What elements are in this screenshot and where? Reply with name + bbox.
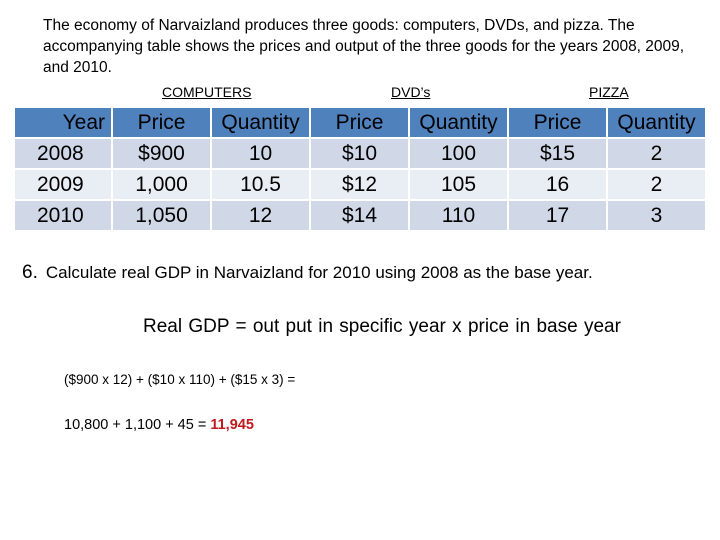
column-header-dvds-quantity: Quantity xyxy=(410,108,507,137)
table-cell: $10 xyxy=(311,139,408,168)
table-cell: 10 xyxy=(212,139,309,168)
column-header-year: Year xyxy=(15,108,111,137)
table-cell: 110 xyxy=(410,201,507,230)
table-cell: $15 xyxy=(509,139,606,168)
calculation-line-2: 10,800 + 1,100 + 45 = 11,945 xyxy=(64,417,254,433)
calculation-line-1: ($900 x 12) + ($10 x 110) + ($15 x 3) = xyxy=(64,372,296,387)
answer-value: 11,945 xyxy=(210,417,254,433)
table-cell-year: 2010 xyxy=(15,201,111,230)
table-cell: 3 xyxy=(608,201,705,230)
table-cell-year: 2009 xyxy=(15,170,111,199)
pizza-group-header: PIZZA xyxy=(589,84,629,100)
table-cell: 10.5 xyxy=(212,170,309,199)
table-cell: 105 xyxy=(410,170,507,199)
computers-group-header: COMPUTERS xyxy=(162,84,252,100)
table-cell: 2 xyxy=(608,170,705,199)
column-header-dvds-price: Price xyxy=(311,108,408,137)
column-header-pizza-quantity: Quantity xyxy=(608,108,705,137)
table-cell: 17 xyxy=(509,201,606,230)
question-number: 6. xyxy=(22,262,38,283)
table-row: 2010 1,050 12 $14 110 17 3 xyxy=(15,201,705,230)
prices-output-table: Year Price Quantity Price Quantity Price… xyxy=(13,106,707,232)
question-6: 6. Calculate real GDP in Narvaizland for … xyxy=(22,262,593,284)
column-header-pizza-price: Price xyxy=(509,108,606,137)
intro-paragraph: The economy of Narvaizland produces thre… xyxy=(43,17,685,76)
table-cell: $14 xyxy=(311,201,408,230)
table-cell: $900 xyxy=(113,139,210,168)
column-header-computers-quantity: Quantity xyxy=(212,108,309,137)
table-cell: 1,000 xyxy=(113,170,210,199)
column-header-computers-price: Price xyxy=(113,108,210,137)
table-row: 2008 $900 10 $10 100 $15 2 xyxy=(15,139,705,168)
question-text: Calculate real GDP in Narvaizland for 20… xyxy=(45,263,593,282)
table-cell-year: 2008 xyxy=(15,139,111,168)
table-header-row: Year Price Quantity Price Quantity Price… xyxy=(15,108,705,137)
table-cell: 1,050 xyxy=(113,201,210,230)
dvds-group-header: DVD’s xyxy=(391,84,431,100)
table-cell: 12 xyxy=(212,201,309,230)
table-cell: 100 xyxy=(410,139,507,168)
table-cell: 2 xyxy=(608,139,705,168)
table-row: 2009 1,000 10.5 $12 105 16 2 xyxy=(15,170,705,199)
table-cell: 16 xyxy=(509,170,606,199)
calculation-sum: 10,800 + 1,100 + 45 = xyxy=(64,417,211,433)
table-cell: $12 xyxy=(311,170,408,199)
real-gdp-formula: Real GDP = out put in specific year x pr… xyxy=(143,316,621,337)
